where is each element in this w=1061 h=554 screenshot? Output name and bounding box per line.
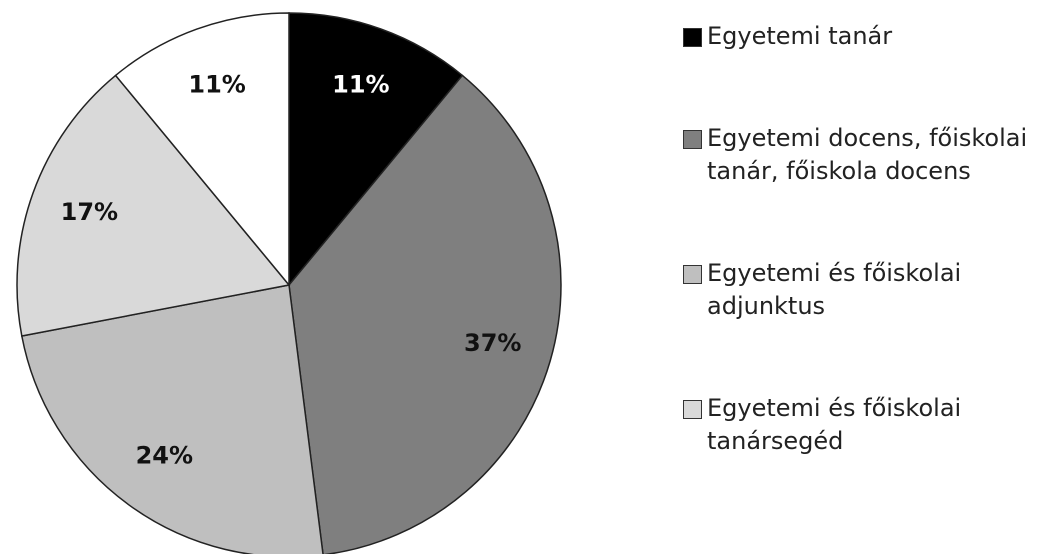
legend-swatch <box>683 28 702 47</box>
legend-label: Egyetemi docens, főiskolai tanár, főisko… <box>707 124 1028 185</box>
data-label: 37% <box>464 329 521 357</box>
legend-label: Egyetemi és főiskolai adjunktus <box>707 259 962 320</box>
pie-slice <box>114 12 290 288</box>
data-label: 24% <box>136 442 193 470</box>
pie-slice <box>288 74 562 554</box>
legend: Egyetemi tanár Egyetemi docens, főiskolai… <box>683 20 1058 527</box>
legend-item: Egyetemi és főiskolai adjunktus <box>683 257 1058 323</box>
legend-swatch <box>683 130 702 149</box>
pie-slice <box>288 12 464 288</box>
chart: 11% 37% 24% 17% 11% <box>16 12 562 554</box>
legend-item: Egyetemi tanár <box>683 20 1058 53</box>
legend-label: Egyetemi és főiskolai tanársegéd <box>707 394 962 455</box>
pie-slice <box>20 284 324 554</box>
data-label: 11% <box>188 70 245 98</box>
data-label: 17% <box>61 198 118 226</box>
pie-slice <box>16 74 291 337</box>
legend-swatch <box>683 265 702 284</box>
legend-label: Egyetemi tanár <box>707 22 893 50</box>
legend-swatch <box>683 400 702 419</box>
legend-item: Egyetemi és főiskolai tanársegéd <box>683 392 1058 458</box>
data-label: 11% <box>332 70 389 98</box>
legend-item: Egyetemi docens, főiskolai tanár, főisko… <box>683 122 1058 188</box>
